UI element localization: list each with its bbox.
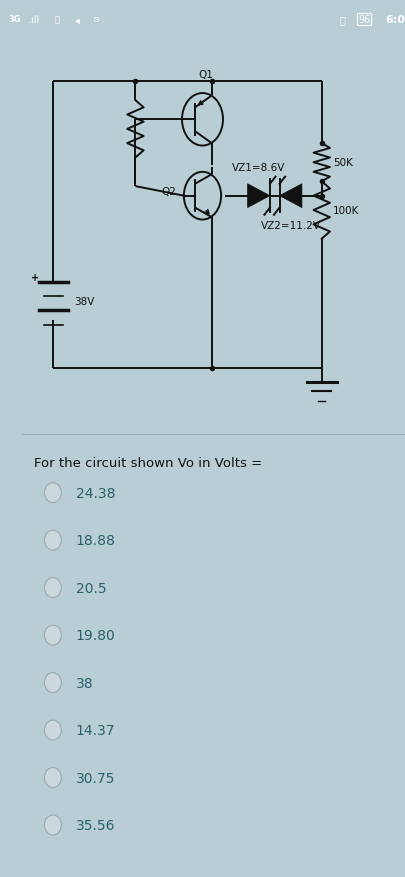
Text: 38V: 38V bbox=[74, 296, 94, 306]
Text: 35.56: 35.56 bbox=[76, 818, 115, 832]
Text: 6:00: 6:00 bbox=[385, 15, 405, 25]
Text: 30.75: 30.75 bbox=[76, 771, 115, 785]
Text: 🔕: 🔕 bbox=[340, 15, 346, 25]
Circle shape bbox=[45, 625, 61, 645]
Text: 24.38: 24.38 bbox=[76, 486, 115, 500]
Text: 96: 96 bbox=[358, 15, 370, 25]
Text: Q1: Q1 bbox=[199, 69, 214, 80]
Text: ⊙: ⊙ bbox=[92, 15, 99, 25]
Text: VZ1=8.6V: VZ1=8.6V bbox=[232, 162, 286, 173]
Circle shape bbox=[45, 720, 61, 740]
Text: 100K: 100K bbox=[333, 206, 359, 216]
Polygon shape bbox=[247, 184, 270, 209]
Text: 20.5: 20.5 bbox=[76, 581, 107, 595]
Text: 3G: 3G bbox=[8, 15, 21, 25]
Polygon shape bbox=[279, 184, 302, 209]
Text: For the circuit shown Vo in Volts =: For the circuit shown Vo in Volts = bbox=[34, 457, 262, 470]
Circle shape bbox=[45, 483, 61, 503]
Circle shape bbox=[45, 578, 61, 598]
Text: +: + bbox=[31, 273, 39, 282]
Text: .ıll: .ıll bbox=[28, 15, 39, 25]
Circle shape bbox=[45, 767, 61, 788]
Text: Q2: Q2 bbox=[162, 187, 177, 196]
Text: 19.80: 19.80 bbox=[76, 629, 115, 642]
Text: ◂: ◂ bbox=[75, 15, 80, 25]
Circle shape bbox=[45, 815, 61, 835]
Text: 🔃: 🔃 bbox=[55, 15, 60, 25]
Text: 18.88: 18.88 bbox=[76, 533, 116, 547]
Circle shape bbox=[45, 531, 61, 551]
Text: 38: 38 bbox=[76, 676, 94, 690]
Text: 50K: 50K bbox=[333, 158, 353, 168]
Circle shape bbox=[45, 673, 61, 693]
Text: VZ2=11.2V: VZ2=11.2V bbox=[261, 220, 321, 231]
Text: 14.37: 14.37 bbox=[76, 724, 115, 738]
